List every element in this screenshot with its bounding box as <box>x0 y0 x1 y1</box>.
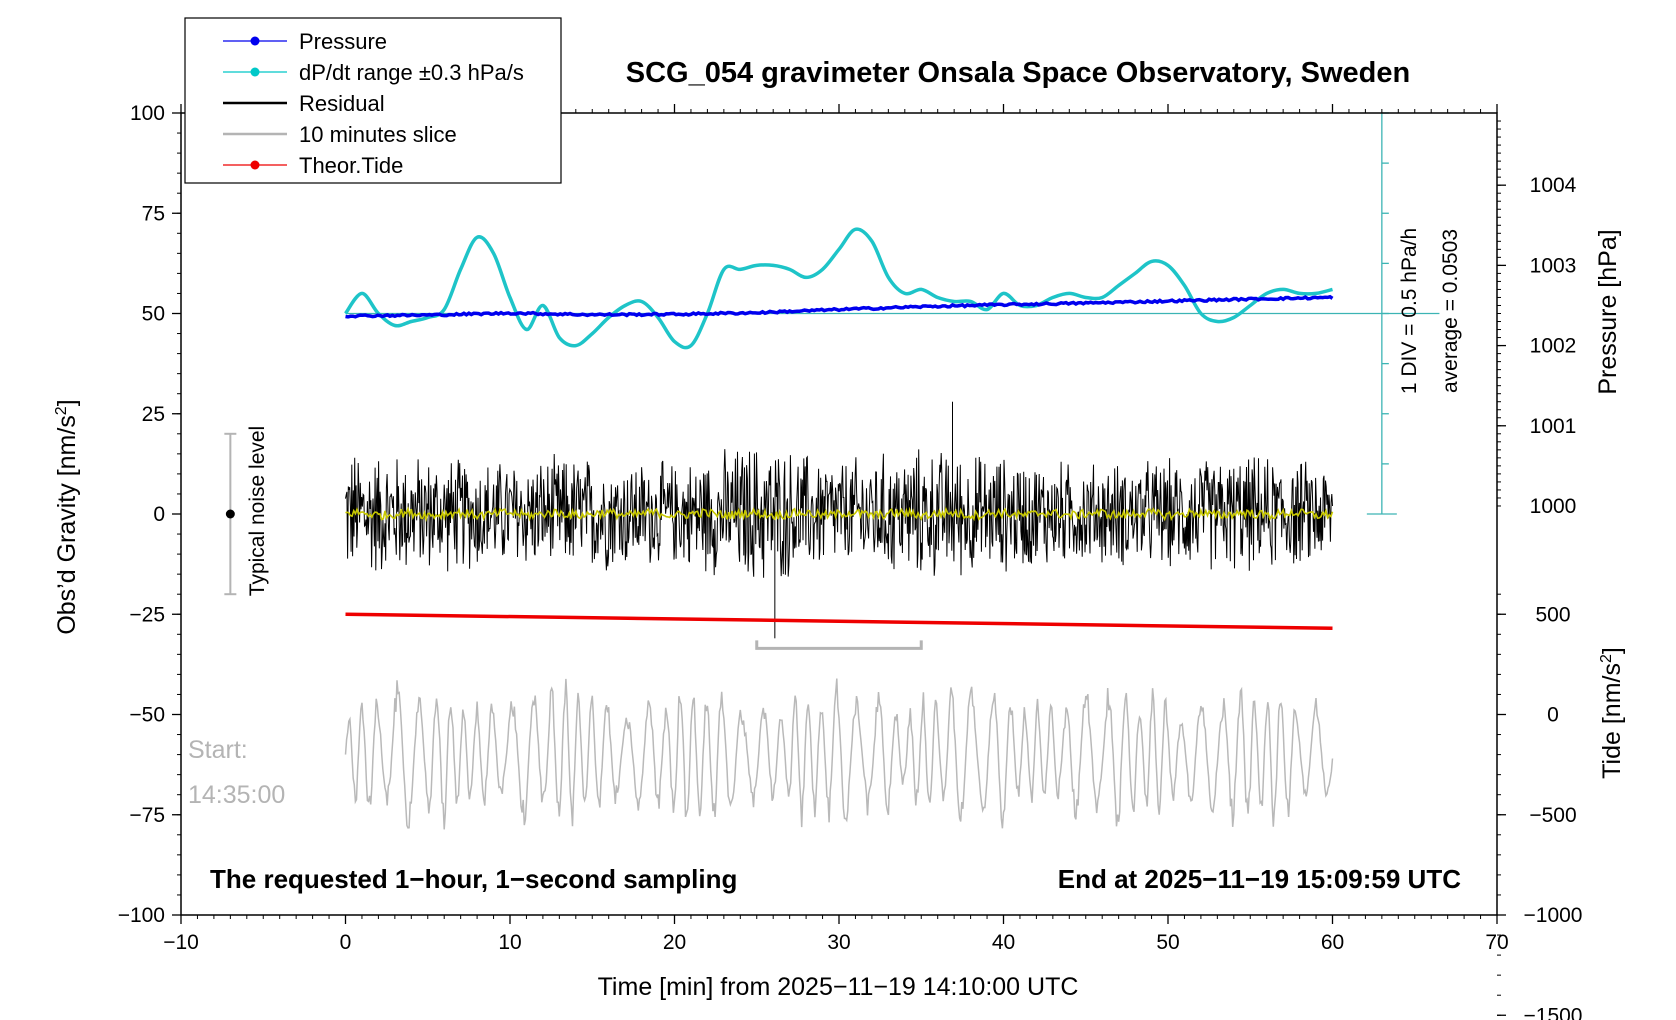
tide-tick-label: −500 <box>1529 804 1576 827</box>
legend: Pressure dP/dt range ±0.3 hPa/s Residual 10… <box>184 17 562 184</box>
dpdt-series-line <box>344 227 1333 350</box>
slice-series-line <box>344 678 1334 830</box>
y-axis-title-left: Obs’d Gravity [nm/s2] <box>53 399 81 634</box>
legend-label: Theor.Tide <box>299 153 403 178</box>
pressure-tick-label: 1000 <box>1530 495 1577 518</box>
x-tick-label: 40 <box>992 931 1015 954</box>
x-axis-title: Time [min] from 2025−11−19 14:10:00 UTC <box>598 973 1079 1001</box>
start-label: Start: <box>188 736 248 764</box>
x-tick-label: 60 <box>1321 931 1344 954</box>
y-tick-label: 50 <box>142 303 165 326</box>
pressure-tick-label: 1002 <box>1530 335 1577 358</box>
legend-marker <box>250 36 260 46</box>
plot-area <box>224 112 1440 830</box>
end-time-note: End at 2025−11−19 15:09:59 UTC <box>1058 864 1461 894</box>
y-tick-label: −50 <box>129 704 165 727</box>
start-time: 14:35:00 <box>188 781 285 809</box>
x-tick-label: 50 <box>1156 931 1179 954</box>
y-tick-label: 100 <box>130 102 165 125</box>
legend-label: dP/dt range ±0.3 hPa/s <box>299 60 524 85</box>
residual-series-line <box>345 449 1333 578</box>
slice-bracket <box>755 640 923 650</box>
tide-series-line <box>345 612 1333 631</box>
y-tick-label: 25 <box>142 403 165 426</box>
y-tick-label: −25 <box>129 603 165 626</box>
legend-marker <box>250 160 260 170</box>
noise-level-label: Typical noise level <box>246 426 269 596</box>
sampling-note: The requested 1−hour, 1−second sampling <box>210 864 737 894</box>
pressure-tick-label: 1001 <box>1530 415 1577 438</box>
noise-bar-center-dot <box>225 509 235 519</box>
chart-title: SCG_054 gravimeter Onsala Space Observat… <box>626 57 1410 89</box>
legend-box <box>184 17 562 184</box>
x-tick-label: 0 <box>340 931 352 954</box>
legend-label: 10 minutes slice <box>299 122 457 147</box>
tide-tick-label: 500 <box>1535 603 1570 626</box>
tide-tick-label: 0 <box>1547 704 1559 727</box>
y-tick-label: −100 <box>118 904 165 927</box>
x-tick-label: 10 <box>498 931 521 954</box>
pressure-tick-label: 1003 <box>1530 254 1577 277</box>
legend-marker <box>250 67 260 77</box>
pressure-series-line <box>345 294 1334 319</box>
x-tick-label: 30 <box>827 931 850 954</box>
legend-label: Pressure <box>299 29 387 54</box>
average-label: average = 0.0503 <box>1439 229 1462 393</box>
div-label: 1 DIV = 0.5 hPa/h <box>1398 228 1421 394</box>
y-tick-label: 75 <box>142 202 165 225</box>
tide-tick-label: −1000 <box>1524 904 1583 927</box>
x-tick-label: 70 <box>1485 931 1508 954</box>
legend-label: Residual <box>299 91 385 116</box>
pressure-tick-label: 1004 <box>1530 174 1577 197</box>
tide-tick-label: −1500 <box>1524 1004 1583 1020</box>
residual-smoothed-line <box>345 506 1334 523</box>
y-tick-label: 0 <box>153 503 165 526</box>
axes: −10 0 10 20 30 40 50 60 70−100−75−50−25025507510… <box>118 102 1583 1020</box>
y-axis-title-tide: Tide [nm/s2] <box>1598 647 1626 779</box>
y-axis-title-pressure: Pressure [hPa] <box>1594 229 1622 394</box>
x-tick-label: −10 <box>163 931 199 954</box>
x-tick-label: 20 <box>663 931 686 954</box>
y-tick-label: −75 <box>129 804 165 827</box>
